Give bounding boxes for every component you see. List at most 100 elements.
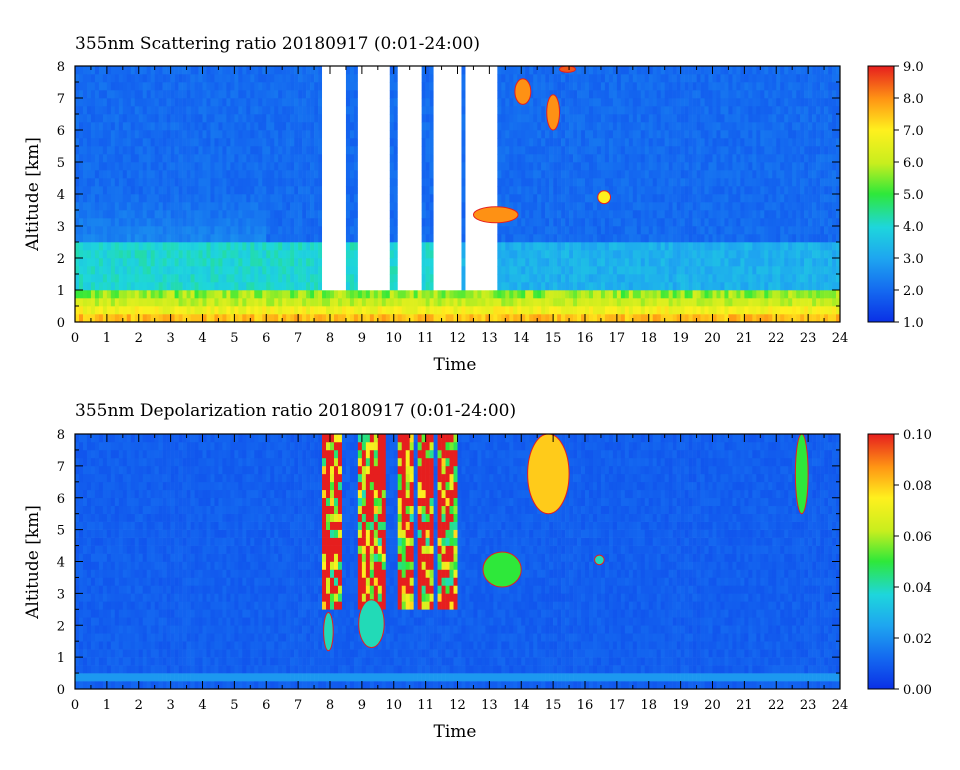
heatmap-cell xyxy=(469,178,474,187)
heatmap-cell xyxy=(485,306,490,315)
heatmap-cell xyxy=(357,186,363,195)
heatmap-cell xyxy=(353,138,359,147)
heatmap-cell xyxy=(138,74,144,83)
heatmap-cell xyxy=(672,194,677,203)
heatmap-cell xyxy=(250,106,255,115)
heatmap-cell xyxy=(596,218,602,227)
heatmap-cell xyxy=(290,82,295,91)
heatmap-cell xyxy=(254,194,259,203)
heatmap-cell xyxy=(481,178,486,187)
heatmap-cell xyxy=(405,282,410,291)
heatmap-cell xyxy=(345,114,351,123)
heatmap-cell xyxy=(473,290,478,299)
heatmap-cell xyxy=(397,226,403,235)
heatmap-cell xyxy=(660,258,665,267)
heatmap-cell xyxy=(429,202,434,211)
heatmap-cell xyxy=(473,130,478,139)
heatmap-cell xyxy=(680,210,685,219)
heatmap-cell xyxy=(146,242,151,251)
heatmap-cell xyxy=(230,202,235,211)
heatmap-cell xyxy=(230,130,235,139)
heatmap-cell xyxy=(636,234,642,243)
heatmap-cell xyxy=(604,226,610,235)
heatmap-cell xyxy=(106,234,112,243)
heatmap-cell xyxy=(561,74,566,83)
heatmap-cell xyxy=(222,82,227,91)
heatmap-cell xyxy=(218,202,223,211)
heatmap-cell xyxy=(75,266,80,275)
heatmap-cell xyxy=(310,170,315,179)
heatmap-cell xyxy=(449,266,454,275)
heatmap-cell xyxy=(569,218,574,227)
heatmap-cell xyxy=(250,218,255,227)
heatmap-cell xyxy=(533,114,538,123)
heatmap-cell xyxy=(676,290,681,299)
heatmap-cell xyxy=(194,242,199,251)
heatmap-cell xyxy=(509,74,514,83)
heatmap-cell xyxy=(337,314,343,323)
heatmap-cell xyxy=(545,162,550,171)
heatmap-cell xyxy=(581,282,586,291)
heatmap-cell xyxy=(608,66,614,75)
heatmap-cell xyxy=(501,298,506,307)
heatmap-cell xyxy=(230,98,235,107)
heatmap-cell xyxy=(409,74,414,83)
heatmap-cell xyxy=(214,130,219,139)
heatmap-cell xyxy=(429,290,434,299)
heatmap-cell xyxy=(680,178,685,187)
heatmap-cell xyxy=(397,242,403,251)
heatmap-cell xyxy=(672,282,677,291)
heatmap-cell xyxy=(218,122,223,131)
heatmap-cell xyxy=(652,314,658,323)
heatmap-cell xyxy=(254,250,259,259)
heatmap-cell xyxy=(290,146,295,155)
heatmap-cell xyxy=(377,274,383,283)
heatmap-cell xyxy=(401,154,406,163)
heatmap-cell xyxy=(489,186,494,195)
heatmap-cell xyxy=(178,194,183,203)
heatmap-cell xyxy=(533,282,538,291)
heatmap-cell xyxy=(660,82,665,91)
heatmap-cell xyxy=(688,298,693,307)
heatmap-cell xyxy=(636,218,642,227)
heatmap-cell xyxy=(545,266,550,275)
heatmap-cell xyxy=(425,234,430,243)
heatmap-cell xyxy=(166,258,171,267)
heatmap-cell xyxy=(333,194,339,203)
heatmap-cell xyxy=(588,274,594,283)
heatmap-cell xyxy=(234,250,239,259)
heatmap-cell xyxy=(477,170,482,179)
heatmap-cell xyxy=(202,114,207,123)
heatmap-cell xyxy=(565,170,570,179)
heatmap-cell xyxy=(298,146,303,155)
heatmap-cell xyxy=(106,154,112,163)
heatmap-cell xyxy=(210,290,215,299)
heatmap-cell xyxy=(493,282,498,291)
heatmap-cell xyxy=(561,162,566,171)
heatmap-cell xyxy=(210,162,215,171)
heatmap-cell xyxy=(361,106,367,115)
heatmap-cell xyxy=(270,258,275,267)
heatmap-cell xyxy=(549,146,554,155)
heatmap-cell xyxy=(477,138,482,147)
heatmap-cell xyxy=(158,226,163,235)
heatmap-cell xyxy=(274,90,279,99)
heatmap-cell xyxy=(118,106,124,115)
heatmap-cell xyxy=(600,234,606,243)
heatmap-cell xyxy=(190,82,195,91)
heatmap-cell xyxy=(648,130,654,139)
heatmap-cell xyxy=(397,274,403,283)
heatmap-cell xyxy=(294,106,299,115)
heatmap-cell xyxy=(262,178,267,187)
heatmap-cell xyxy=(604,178,610,187)
heatmap-cell xyxy=(385,178,391,187)
heatmap-cell xyxy=(218,130,223,139)
heatmap-cell xyxy=(413,122,418,131)
heatmap-cell xyxy=(465,298,470,307)
heatmap-cell xyxy=(98,218,104,227)
heatmap-cell xyxy=(377,82,383,91)
heatmap-cell xyxy=(648,242,654,251)
heatmap-cell xyxy=(417,90,422,99)
heatmap-cell xyxy=(541,306,546,315)
heatmap-cell xyxy=(433,226,438,235)
